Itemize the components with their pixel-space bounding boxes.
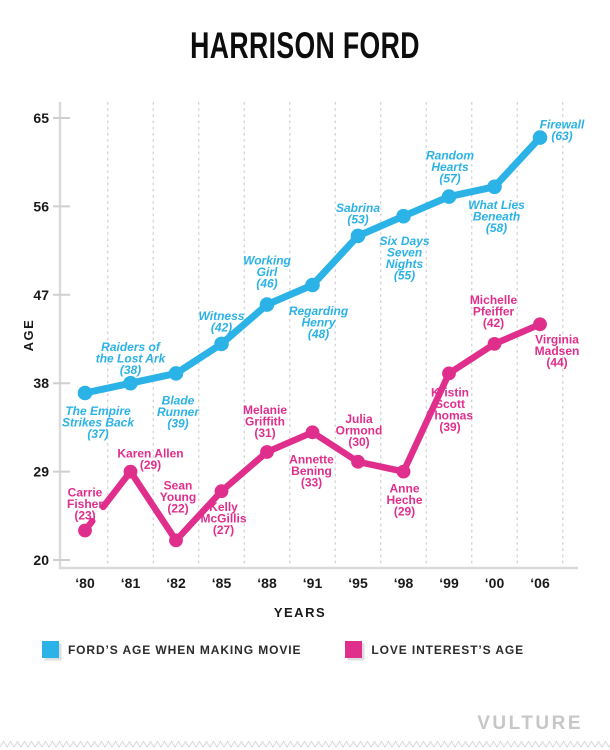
- point-label: Six Days Seven Nights (55): [379, 234, 429, 283]
- zigzag-border: [0, 740, 610, 749]
- data-point: [351, 454, 365, 469]
- legend-item-love-interest: LOVE INTEREST’S AGE: [345, 641, 524, 658]
- y-axis-title: AGE: [21, 319, 36, 352]
- data-point: [214, 336, 229, 352]
- data-point: [123, 375, 138, 391]
- data-point: [442, 366, 456, 381]
- zigzag-path: [0, 740, 610, 749]
- legend: FORD’S AGE WHEN MAKING MOVIE LOVE INTERE…: [0, 641, 588, 658]
- point-label: Witness (42): [199, 309, 245, 335]
- y-axis-ticks: 65 56 47 38 29 20: [33, 110, 70, 568]
- x-tick-label: ‘95: [348, 575, 368, 591]
- data-point: [259, 297, 275, 312]
- y-tick-label: 56: [33, 198, 49, 214]
- x-tick-label: ‘82: [166, 575, 186, 591]
- data-point: [260, 445, 274, 459]
- point-label: Sabrina (53): [336, 201, 380, 227]
- y-tick-label: 38: [33, 375, 49, 391]
- point-label: Carrie Fisher (23): [67, 486, 103, 523]
- data-point: [441, 189, 457, 204]
- data-point: [396, 208, 411, 224]
- point-label: Melanie Griffith (31): [243, 403, 287, 440]
- data-point: [168, 366, 184, 381]
- point-label: The Empire Strikes Back (37): [62, 404, 135, 441]
- ford-age-series: The Empire Strikes Back (37) Raiders of the …: [62, 118, 585, 441]
- page-title: HARRISON FORD: [190, 25, 420, 66]
- point-label: Raiders of the Lost Ark (38): [96, 340, 167, 377]
- y-tick-label: 65: [33, 110, 49, 126]
- point-label: Annette Bening (33): [289, 452, 334, 489]
- data-point: [396, 464, 411, 479]
- y-tick-label: 20: [33, 552, 49, 568]
- x-tick-label: ‘88: [257, 575, 277, 591]
- point-label: Firewall (63): [540, 118, 585, 144]
- x-tick-label: ‘91: [303, 575, 323, 591]
- love-interest-series: Carrie Fisher (23) Karen Allen (29) Sean Young…: [67, 293, 580, 548]
- data-point: [350, 228, 366, 244]
- data-point: [214, 484, 229, 499]
- data-point: [123, 464, 138, 479]
- point-label: Kristin Scott Thomas (39): [427, 385, 473, 434]
- x-tick-label: ‘99: [439, 575, 459, 591]
- point-label: What Lies Beneath (58): [468, 198, 525, 235]
- vulture-logo: VULTURE: [477, 713, 583, 734]
- point-label: Sean Young (22): [160, 478, 196, 515]
- legend-swatch-ford-age: [41, 641, 59, 658]
- point-label: Random Hearts (57): [426, 149, 474, 186]
- point-label: Working Girl (46): [243, 254, 291, 291]
- x-tick-label: ‘85: [212, 575, 232, 591]
- y-tick-label: 29: [33, 464, 49, 480]
- data-point: [77, 385, 93, 401]
- legend-swatch-love-interest: [345, 641, 363, 658]
- point-label: Blade Runner (39): [157, 393, 200, 430]
- data-point: [305, 425, 320, 440]
- point-label: Michelle Pfeiffer (42): [470, 293, 518, 330]
- x-tick-label: ‘06: [530, 575, 550, 591]
- point-label: Anne Heche (29): [386, 482, 422, 519]
- y-tick-label: 47: [33, 287, 49, 303]
- x-tick-label: ‘81: [121, 575, 141, 591]
- legend-label-love-interest: LOVE INTEREST’S AGE: [371, 642, 525, 657]
- x-tick-label: ‘80: [75, 575, 95, 591]
- point-label: Julia Ormond (30): [336, 412, 383, 449]
- point-label: Virginia Madsen (44): [535, 332, 580, 369]
- x-tick-label: ‘98: [394, 575, 414, 591]
- data-point: [533, 317, 547, 332]
- x-tick-label: ‘00: [485, 575, 505, 591]
- legend-label-ford-age: FORD’S AGE WHEN MAKING MOVIE: [67, 642, 302, 657]
- point-label: Karen Allen (29): [117, 447, 183, 473]
- x-axis-ticks: ‘80 ‘81 ‘82 ‘85 ‘88 ‘91 ‘95 ‘98 ‘99 ‘00 ‘06: [75, 575, 550, 591]
- point-label: Kelly McGillis (27): [200, 500, 246, 537]
- data-point: [487, 179, 502, 195]
- data-point: [169, 533, 183, 548]
- data-point: [532, 130, 548, 145]
- legend-item-ford-age: FORD’S AGE WHEN MAKING MOVIE: [41, 641, 302, 658]
- data-point: [78, 523, 92, 538]
- data-point: [305, 277, 320, 293]
- x-axis-title: YEARS: [274, 605, 326, 620]
- point-label: Regarding Henry (48): [289, 304, 349, 341]
- data-point: [487, 337, 502, 351]
